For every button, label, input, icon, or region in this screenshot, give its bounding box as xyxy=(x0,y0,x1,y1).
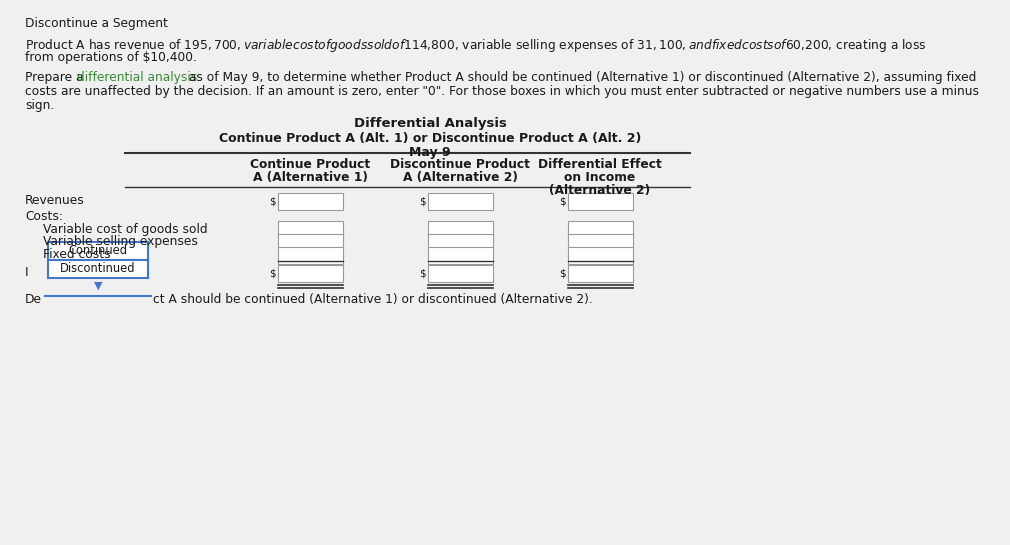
Text: $: $ xyxy=(269,268,276,278)
Text: Product A has revenue of $195,700, variable cost of goods sold of $114,800, vari: Product A has revenue of $195,700, varia… xyxy=(25,37,927,54)
FancyBboxPatch shape xyxy=(568,221,632,238)
Text: $: $ xyxy=(559,196,566,206)
Text: Variable selling expenses: Variable selling expenses xyxy=(43,235,198,249)
Text: Continue Product A (Alt. 1) or Discontinue Product A (Alt. 2): Continue Product A (Alt. 1) or Discontin… xyxy=(219,132,641,145)
Text: Costs:: Costs: xyxy=(25,210,63,223)
Text: $: $ xyxy=(419,268,425,278)
Text: sign.: sign. xyxy=(25,99,55,112)
Text: Fixed costs: Fixed costs xyxy=(43,249,111,262)
Text: (Alternative 2): (Alternative 2) xyxy=(549,184,650,197)
Text: ▼: ▼ xyxy=(94,281,102,291)
FancyBboxPatch shape xyxy=(568,264,632,282)
Text: Discontinue a Segment: Discontinue a Segment xyxy=(25,17,168,30)
FancyBboxPatch shape xyxy=(427,221,493,238)
FancyBboxPatch shape xyxy=(278,246,342,263)
FancyBboxPatch shape xyxy=(278,264,342,282)
Text: A (Alternative 1): A (Alternative 1) xyxy=(252,171,368,184)
Text: Continue Product: Continue Product xyxy=(249,158,370,171)
Text: I: I xyxy=(25,267,28,280)
Text: Differential Effect: Differential Effect xyxy=(538,158,662,171)
FancyBboxPatch shape xyxy=(427,246,493,263)
Text: $: $ xyxy=(419,196,425,206)
Text: from operations of $10,400.: from operations of $10,400. xyxy=(25,51,197,64)
Text: Prepare a: Prepare a xyxy=(25,71,88,84)
Text: differential analysis: differential analysis xyxy=(77,71,197,84)
FancyBboxPatch shape xyxy=(48,242,148,260)
FancyBboxPatch shape xyxy=(427,233,493,251)
FancyBboxPatch shape xyxy=(427,192,493,209)
FancyBboxPatch shape xyxy=(568,192,632,209)
Text: ct A should be continued (Alternative 1) or discontinued (Alternative 2).: ct A should be continued (Alternative 1)… xyxy=(153,293,593,306)
FancyBboxPatch shape xyxy=(48,260,148,278)
Text: on Income: on Income xyxy=(565,171,635,184)
Text: Revenues: Revenues xyxy=(25,195,85,208)
Text: Variable cost of goods sold: Variable cost of goods sold xyxy=(43,222,208,235)
Text: A (Alternative 2): A (Alternative 2) xyxy=(403,171,517,184)
FancyBboxPatch shape xyxy=(278,221,342,238)
Text: Continued: Continued xyxy=(69,245,127,257)
Text: Differential Analysis: Differential Analysis xyxy=(354,117,506,130)
Text: Discontinue Product: Discontinue Product xyxy=(390,158,530,171)
FancyBboxPatch shape xyxy=(278,192,342,209)
Text: May 9: May 9 xyxy=(409,146,450,159)
Text: $: $ xyxy=(559,268,566,278)
Text: De: De xyxy=(25,293,42,306)
FancyBboxPatch shape xyxy=(427,264,493,282)
FancyBboxPatch shape xyxy=(278,233,342,251)
Text: $: $ xyxy=(269,196,276,206)
Text: Discontinued: Discontinued xyxy=(61,263,135,276)
Text: as of May 9, to determine whether Product A should be continued (Alternative 1) : as of May 9, to determine whether Produc… xyxy=(185,71,977,84)
FancyBboxPatch shape xyxy=(568,233,632,251)
FancyBboxPatch shape xyxy=(568,246,632,263)
Text: costs are unaffected by the decision. If an amount is zero, enter "0". For those: costs are unaffected by the decision. If… xyxy=(25,85,979,98)
